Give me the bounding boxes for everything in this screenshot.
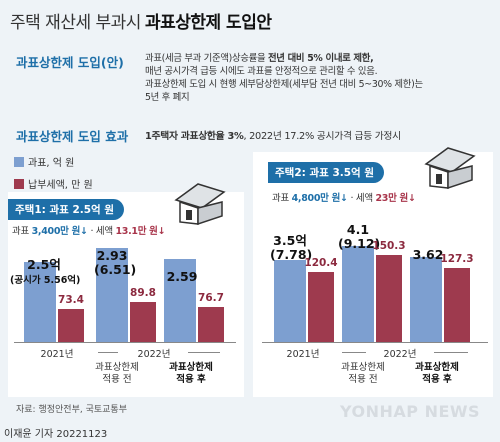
bar-tax-h2-2 <box>444 268 470 342</box>
tax-label-h2-1: 150.3 <box>372 239 406 252</box>
section1-desc: 과표(세금 부과 기준액)상승률을 전년 대비 5% 이내로 제한, 매년 공시… <box>145 52 423 104</box>
bar-base-h2-0 <box>274 259 306 342</box>
h2-axis-after: 과표상한제 적용 후 <box>415 362 459 385</box>
section2-note: 1주택자 과표상한율 3%, 2022년 17.2% 공시가격 급등 가정시 <box>145 131 401 142</box>
tax-label-h1-2: 76.7 <box>198 292 224 305</box>
page-title: 주택 재산세 부과시 과표상한제 도입안 <box>10 8 272 33</box>
h2-bracket-left <box>342 352 366 353</box>
h2-bracket-right <box>434 352 468 353</box>
h2-after-label: 3.62 <box>412 247 444 262</box>
h1-before-label: 2.93 (6.51) <box>94 248 137 277</box>
title-bold: 과표상한제 도입안 <box>144 13 272 33</box>
h2-before-label: 4.1 (9.12) <box>338 222 381 251</box>
yonhap-logo: YONHAP NEWS <box>340 402 481 421</box>
h1-2021-label: 2.5억 <box>27 257 61 272</box>
byline: 이재윤 기자 20221123 <box>4 429 108 440</box>
legend-swatch-base <box>14 156 24 167</box>
h2-2021-label: 3.5억 (7.78) <box>270 233 313 262</box>
title-light: 주택 재산세 부과시 <box>10 13 141 33</box>
legend-item-base: 과표, 억 원 <box>14 151 93 170</box>
house2-pill: 주택2: 과표 3.5억 원 <box>268 162 385 183</box>
tax-label-h2-2: 127.3 <box>440 253 474 266</box>
bar-tax-h2-0 <box>308 272 334 342</box>
house2-icon <box>424 147 476 190</box>
h1-2021-note: (공시가 5.56억) <box>10 275 81 286</box>
desc-line-1: 과표(세금 부과 기준액)상승률을 전년 대비 5% 이내로 제한, <box>145 53 374 64</box>
h2-axis-2022: 2022년 <box>383 349 417 360</box>
bar-base-h2-1 <box>342 245 374 342</box>
bar-base-h1-1 <box>96 248 128 342</box>
bar-base-h1-2 <box>164 259 196 342</box>
legend-swatch-tax <box>14 178 24 189</box>
house2-note: 과표 4,800만 원↓ · 세액 23만 원↓ <box>272 193 416 204</box>
desc-line-2: 매년 공시가격 급등 시에도 과표를 안정적으로 관리할 수 있음. <box>145 66 378 77</box>
section1-heading: 과표상한제 도입(안) <box>16 55 124 70</box>
h1-baseline <box>14 342 236 343</box>
bar-tax-h1-0 <box>58 308 84 342</box>
h1-axis-2022: 2022년 <box>137 349 171 360</box>
h1-after-label: 2.59 <box>166 269 198 284</box>
bar-tax-h1-2 <box>198 307 224 342</box>
legend: 과표, 억 원 납부세액, 만 원 <box>14 151 93 192</box>
section2-heading: 과표상한제 도입 효과 <box>16 129 129 144</box>
tax-label-h1-0: 73.4 <box>58 293 84 306</box>
source: 자료: 행정안전부, 국토교통부 <box>16 405 127 415</box>
bar-base-h2-2 <box>410 256 442 342</box>
tax-label-h1-1: 89.8 <box>130 286 156 299</box>
house1-icon <box>174 183 226 226</box>
house1-note: 과표 3,400만 원↓ · 세액 13.1만 원↓ <box>12 226 166 237</box>
h2-baseline <box>262 342 488 343</box>
h1-axis-2021: 2021년 <box>40 349 74 360</box>
h2-axis-before: 과표상한제 적용 전 <box>341 362 385 385</box>
bar-tax-h1-1 <box>130 301 156 342</box>
legend-item-tax: 납부세액, 만 원 <box>14 173 93 192</box>
bar-tax-h2-1 <box>376 254 402 342</box>
h1-bracket-left <box>98 352 118 353</box>
bar-base-h1-0 <box>24 262 56 342</box>
tax-label-h2-0: 120.4 <box>304 257 338 270</box>
h1-axis-after: 과표상한제 적용 후 <box>169 362 213 385</box>
house1-pill: 주택1: 과표 2.5억 원 <box>8 199 125 220</box>
desc-line-4: 5년 후 폐지 <box>145 92 190 103</box>
h1-axis-before: 과표상한제 적용 전 <box>95 362 139 385</box>
h1-bracket-right <box>188 352 220 353</box>
h2-axis-2021: 2021년 <box>286 349 320 360</box>
desc-line-3: 과표상한제 도입 시 현행 세부담상한제(세부담 전년 대비 5~30% 제한)… <box>145 79 423 90</box>
